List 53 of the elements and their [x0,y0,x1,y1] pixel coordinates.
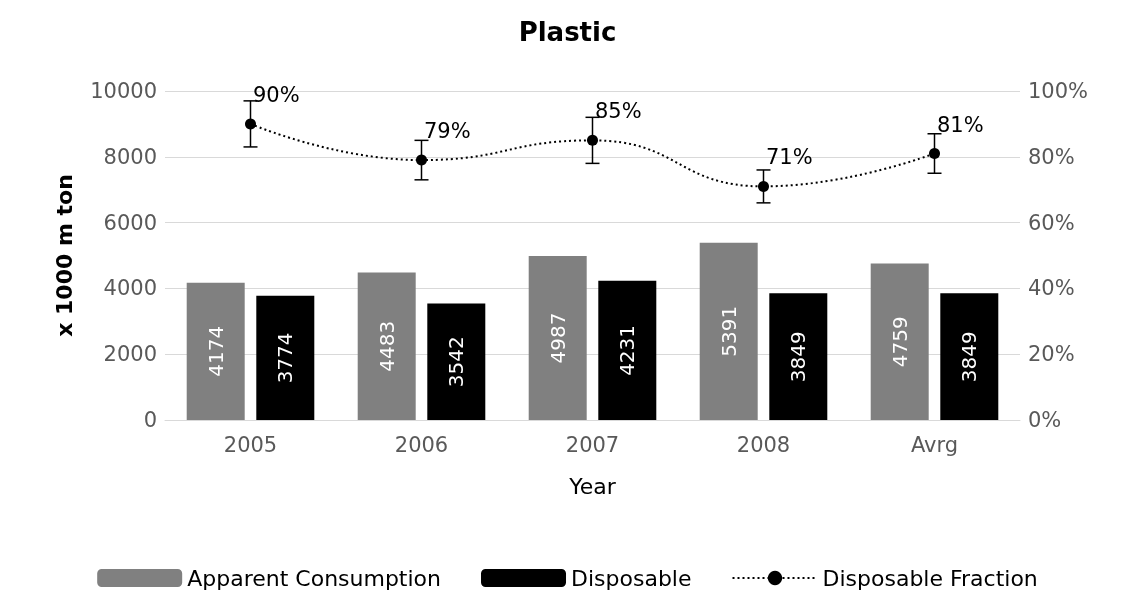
data-label: 3849 [957,331,982,383]
data-label: 3774 [273,332,298,384]
data-label: 3542 [444,336,469,388]
data-label: 4759 [887,316,912,368]
y-axis-title: x 1000 m ton [51,174,77,337]
legend-label: Apparent Consumption [187,565,442,591]
data-label: 4987 [545,312,570,364]
data-label: 4483 [374,320,399,372]
bar [427,303,486,420]
data-label: 90% [253,82,300,107]
data-label: 79% [424,119,471,144]
y-tick-label: 10000 [90,79,157,103]
data-label: 4174 [203,325,228,377]
point [416,154,427,166]
bar [186,282,245,420]
legend-label: Disposable Fraction [822,565,1038,591]
x-tick-label: Avrg [910,432,959,457]
y2-tick-label: 60% [1028,210,1075,235]
bar [699,242,758,420]
y-tick-label: 8000 [103,144,157,169]
data-label: 4231 [615,324,640,376]
bar [256,295,315,420]
y2-tick-label: 40% [1028,276,1075,301]
legend-label: Disposable [571,565,692,591]
data-label: 3849 [786,331,811,383]
point [929,148,940,160]
bar [598,280,657,420]
x-axis-title: Year [568,473,617,499]
x-tick-label: 2005 [223,432,278,457]
data-label: 71% [766,145,813,170]
x-tick-label: 2006 [394,432,449,457]
bar [528,255,587,420]
data-label: 81% [937,112,984,137]
bar [940,293,999,420]
bar [769,293,828,420]
y-tick-label: 2000 [103,342,157,367]
y-tick-label: 4000 [103,276,157,301]
x-tick-label: 2008 [736,432,791,457]
bar [870,263,929,420]
point [245,118,256,130]
y2-tick-label: 0% [1028,408,1062,432]
data-label: 85% [595,99,642,124]
point [587,134,598,146]
y-tick-label: 6000 [103,210,157,235]
y-tick-label: 0 [143,408,157,432]
bar [357,272,416,420]
y2-tick-label: 100% [1028,79,1089,103]
chart-title: Plastic [518,17,617,47]
data-label: 5391 [716,305,741,357]
y2-tick-label: 20% [1028,342,1075,367]
y2-tick-label: 80% [1028,144,1075,169]
point [758,180,769,192]
x-tick-label: 2007 [565,432,620,457]
